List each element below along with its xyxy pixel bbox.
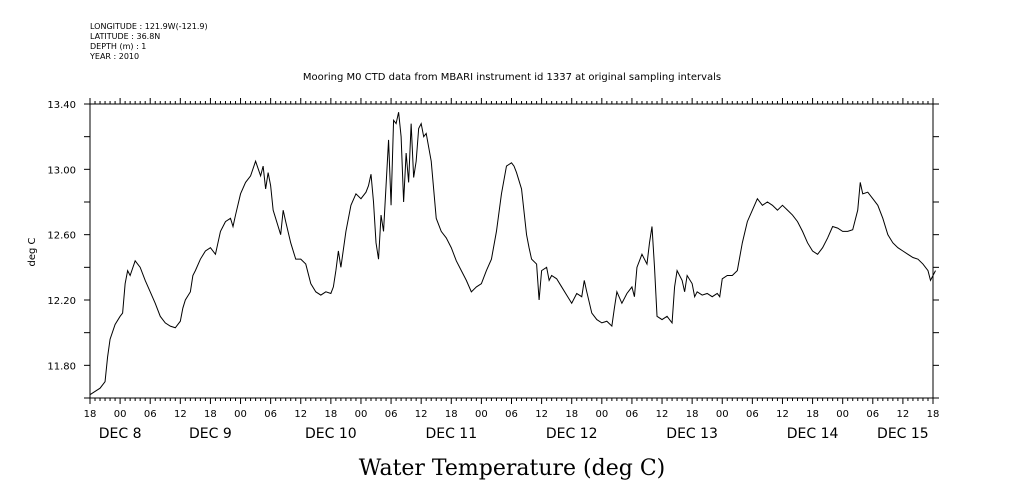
y-tick-label: 12.60	[47, 231, 76, 242]
x-hour-label: 18	[84, 409, 97, 420]
x-hour-label: 06	[144, 409, 157, 420]
x-day-label: DEC 12	[546, 426, 598, 442]
y-tick-label: 13.00	[47, 165, 76, 176]
x-day-label: DEC 8	[99, 426, 142, 442]
x-axis-label: Water Temperature (deg C)	[359, 456, 666, 481]
x-hour-label: 06	[866, 409, 879, 420]
x-hour-label: 00	[836, 409, 849, 420]
day-labels: DEC 8 DEC 9 DEC 10 DEC 11 DEC 12 DEC 13 DEC 14…	[99, 426, 929, 442]
x-hour-label: 00	[595, 409, 608, 420]
y-tick-label: 11.80	[47, 361, 76, 372]
x-hour-label: 18	[806, 409, 819, 420]
x-hour-label: 06	[385, 409, 398, 420]
x-hour-label: 00	[234, 409, 247, 420]
y-tick-labels: 13.40 13.00 12.60 12.20 11.80	[47, 100, 76, 372]
latitude-label: LATITUDE : 36.8N	[90, 32, 161, 41]
x-hour-label: 12	[294, 409, 307, 420]
x-hour-label: 12	[535, 409, 548, 420]
x-day-label: DEC 13	[666, 426, 718, 442]
x-hour-label: 06	[626, 409, 639, 420]
x-day-label: DEC 14	[787, 426, 839, 442]
x-hour-label: 12	[174, 409, 187, 420]
x-hour-label: 00	[716, 409, 729, 420]
y-axis-label: deg C	[27, 237, 38, 266]
x-hour-label: 18	[324, 409, 337, 420]
x-hour-label: 18	[204, 409, 217, 420]
x-day-label: DEC 11	[425, 426, 477, 442]
y-tick-label: 13.40	[47, 100, 76, 111]
x-hour-label: 12	[656, 409, 669, 420]
x-hour-label: 00	[475, 409, 488, 420]
x-hour-label: 06	[505, 409, 518, 420]
x-day-label: DEC 10	[305, 426, 357, 442]
axis-ticks	[84, 98, 939, 404]
x-day-label: DEC 15	[877, 426, 929, 442]
x-hour-label: 18	[445, 409, 458, 420]
x-hour-label: 06	[746, 409, 759, 420]
x-hour-label: 00	[355, 409, 368, 420]
x-tick-labels: 18 00 06 12 18 00 06 12 18 00 06 12 18 00 06 12 18 00 06 12…	[84, 409, 940, 420]
x-hour-label: 18	[565, 409, 578, 420]
year-label: YEAR : 2010	[90, 52, 140, 61]
x-hour-label: 00	[114, 409, 127, 420]
metadata-block: LONGITUDE : 121.9W(-121.9) LATITUDE : 36…	[90, 22, 208, 62]
chart-title: Mooring M0 CTD data from MBARI instrumen…	[303, 72, 721, 83]
y-tick-label: 12.20	[47, 296, 76, 307]
x-day-label: DEC 9	[189, 426, 232, 442]
x-hour-label: 06	[264, 409, 277, 420]
x-hour-label: 18	[927, 409, 940, 420]
depth-label: DEPTH (m) : 1	[90, 42, 147, 51]
x-hour-label: 12	[776, 409, 789, 420]
x-hour-label: 18	[686, 409, 699, 420]
x-hour-label: 12	[415, 409, 428, 420]
longitude-label: LONGITUDE : 121.9W(-121.9)	[90, 22, 208, 31]
x-hour-label: 12	[897, 409, 910, 420]
water-temperature-line	[89, 112, 936, 396]
